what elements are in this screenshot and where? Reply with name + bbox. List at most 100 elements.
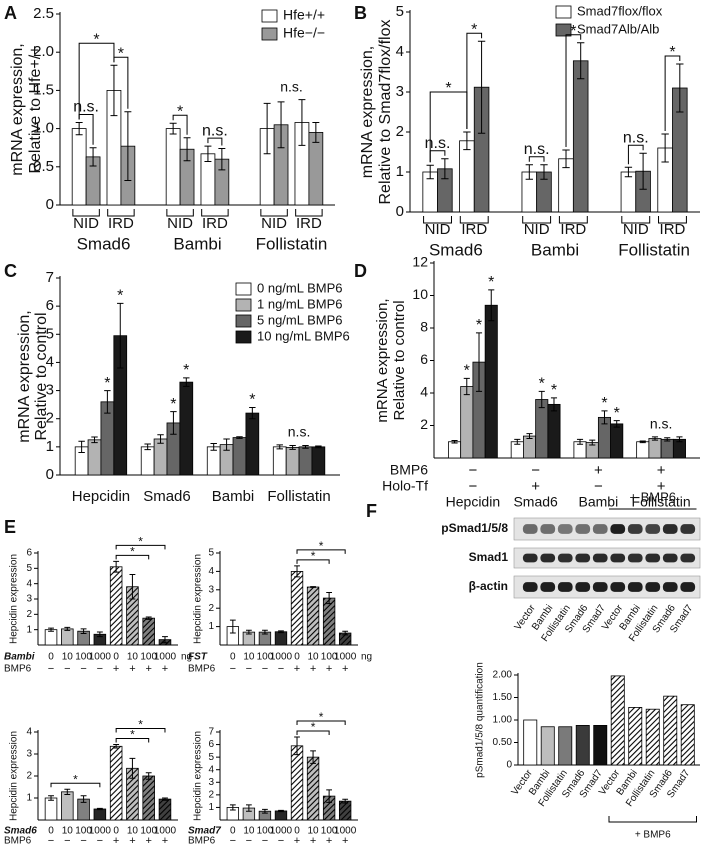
error-bar <box>162 797 168 801</box>
y-tick-label: 2 <box>208 789 214 800</box>
x-tick-label: 100 <box>257 652 274 663</box>
error-bar <box>310 750 316 764</box>
y-axis-label: Relative to control <box>33 312 50 440</box>
significance-label: n.s. <box>73 99 99 116</box>
significance-label: * <box>138 718 143 732</box>
error-bar <box>676 63 684 113</box>
y-tick-label: 0 <box>506 760 512 771</box>
blot-band <box>627 553 643 563</box>
significance-bracket <box>296 549 346 554</box>
blot-band <box>522 553 538 563</box>
error-bar <box>426 164 434 180</box>
bar <box>547 403 561 459</box>
y-tick-label: 4 <box>46 353 54 370</box>
x-tick-label: 10 <box>243 826 255 837</box>
y-tick-label: 6 <box>208 739 214 750</box>
significance-label: n.s. <box>650 416 673 432</box>
bar <box>535 399 549 459</box>
y-tick-label: 0.50 <box>493 737 513 748</box>
error-bar <box>262 808 268 814</box>
blot-row-label: Smad1 <box>469 550 509 564</box>
condition-sign: + <box>113 663 119 675</box>
bar <box>142 775 155 821</box>
significance-label: * <box>183 362 189 379</box>
condition-sign: + <box>129 835 135 846</box>
error-bar <box>204 145 212 162</box>
condition-sign: − <box>469 478 478 495</box>
significance-bracket <box>664 55 681 131</box>
bar <box>61 791 74 821</box>
bar <box>109 566 123 646</box>
bar <box>338 800 352 821</box>
significance-bracket <box>113 56 129 109</box>
y-axis-label: mRNA expression, <box>9 43 26 176</box>
blot-band <box>610 582 626 592</box>
y-axis-label: Hepcidin expression <box>193 554 204 644</box>
significance-bracket <box>296 730 330 736</box>
y-tick-label: 2.0 <box>33 43 54 60</box>
significance-label: * <box>669 44 675 61</box>
bar <box>206 446 221 476</box>
y-tick-label: 0.5 <box>33 158 54 175</box>
significance-bracket <box>115 544 166 550</box>
y-tick-label: 4 <box>420 384 428 400</box>
bar <box>484 304 498 459</box>
error-bar <box>145 772 152 780</box>
y-tick-label: 1 <box>26 624 32 635</box>
blot-band <box>627 582 643 592</box>
bar <box>628 707 643 766</box>
error-bar <box>676 436 683 443</box>
blot-band <box>627 524 643 534</box>
bar <box>663 695 678 766</box>
significance-label: * <box>601 395 607 412</box>
condition-label: BMP6 <box>188 836 216 846</box>
legend-label: Hfe−/− <box>283 25 325 41</box>
y-tick-label: 4 <box>26 578 32 589</box>
blot-band <box>557 553 573 563</box>
error-bar <box>477 40 486 134</box>
blot-band <box>592 582 608 592</box>
bar <box>448 441 462 459</box>
condition-sign: − <box>531 462 540 479</box>
error-bar <box>441 158 449 180</box>
blot-band <box>645 582 661 592</box>
error-bar <box>589 439 596 446</box>
significance-bracket <box>78 42 115 120</box>
error-bar <box>124 111 132 182</box>
y-axis-label: mRNA expression, <box>359 46 376 179</box>
bar <box>142 617 155 646</box>
condition-sign: + <box>129 663 135 675</box>
significance-bracket <box>528 156 545 162</box>
bar <box>575 725 590 766</box>
error-bar <box>326 592 333 605</box>
error-bar <box>236 436 243 439</box>
error-bar <box>170 411 177 435</box>
x-tick-label: 1000 <box>334 826 357 837</box>
condition-sign: − <box>48 663 54 675</box>
error-bar <box>576 438 584 445</box>
condition-sign: + <box>657 462 666 479</box>
condition-sign: + <box>326 663 332 675</box>
blot-band <box>540 524 556 534</box>
y-tick-label: 4 <box>208 566 214 577</box>
y-tick-label: 0 <box>396 203 404 220</box>
y-tick-label: 4 <box>208 764 214 775</box>
condition-label: BMP6 <box>4 664 32 675</box>
error-bar <box>129 573 136 600</box>
significance-bracket <box>78 113 94 145</box>
error-bar <box>277 101 285 149</box>
bar <box>308 132 324 206</box>
significance-label: * <box>551 382 557 399</box>
x-tick-label: 1000 <box>270 652 293 663</box>
bar <box>572 60 589 213</box>
bar <box>44 797 58 821</box>
gene-label: FST <box>188 652 208 663</box>
condition-sign: + <box>113 835 119 846</box>
error-bar <box>613 420 620 428</box>
category-bracket <box>621 216 651 224</box>
bar <box>620 171 637 213</box>
y-tick-label: 4 <box>396 43 404 60</box>
blot-row-label: β-actin <box>469 579 508 593</box>
panel-letter: A <box>4 3 17 23</box>
condition-sign: + <box>162 663 168 675</box>
